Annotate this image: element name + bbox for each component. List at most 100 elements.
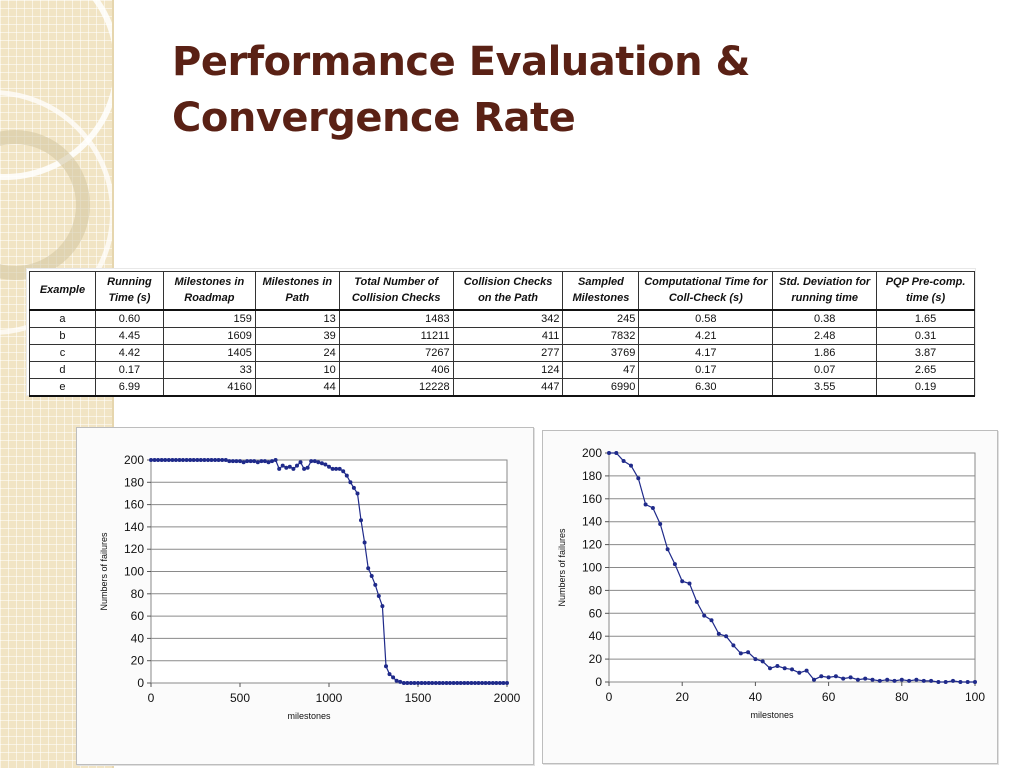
y-tick-label: 100 [582,561,602,575]
data-point [892,678,897,683]
data-point [505,681,509,685]
data-point [177,458,182,462]
data-point [252,459,257,464]
data-point [877,678,882,683]
data-point [480,681,485,685]
data-point [213,458,218,462]
table-cell: 4.45 [94,327,164,345]
data-point [195,458,200,462]
data-point [248,459,253,464]
data-point [885,677,890,682]
data-point [451,681,456,685]
data-point [804,668,809,673]
data-point [206,458,210,462]
data-point [746,650,751,655]
table-cell: 0.38 [772,309,878,328]
data-point [355,491,360,496]
data-point [694,599,699,604]
data-point [936,680,941,684]
table-cell: 4160 [162,378,256,397]
table-row: c 4.42 1405 24 7267 277 3769 4.17 1.86 3.87 [29,344,975,362]
data-point [433,681,438,685]
data-point [629,463,633,468]
table-header-cell: Total Number of Collision Checks [338,271,454,311]
table-cell: 1.86 [772,344,878,362]
data-point [384,664,388,669]
table-cell: 10 [254,361,340,379]
y-tick-label: 80 [131,587,145,601]
x-axis-title: milestones [287,711,331,721]
data-point [191,458,196,462]
data-point [266,460,271,465]
data-point [465,681,470,685]
table-row: d 0.17 33 10 406 124 47 0.17 0.07 2.65 [29,361,975,379]
data-point [270,459,274,464]
data-point [855,677,860,682]
data-point [797,670,802,675]
data-point [341,469,346,474]
table-cell: 245 [562,309,640,328]
table-cell: a [29,309,96,328]
data-point [362,540,367,545]
data-point [929,678,934,683]
table-cell: 3.55 [772,378,878,397]
data-point [295,463,299,468]
data-point [473,681,477,685]
data-point [965,680,970,684]
table-cell: e [29,378,96,397]
x-tick-label: 1000 [316,691,343,705]
chart-2-svg: 0 20 40 60 80 100 120 140 160 180 200 0 20 40 60 80 100 m… [557,446,985,720]
data-point [327,464,331,469]
x-tick-label: 40 [749,690,763,704]
table-cell: 0.07 [772,361,878,379]
data-point [487,681,492,685]
x-tick-label: 100 [965,690,985,704]
slide-title-line-1: Performance Evaluation & [172,39,750,85]
data-point [951,678,955,683]
table-cell: 39 [254,327,340,345]
data-point [184,458,189,462]
table-header-cell: PQP Pre-comp. time (s) [876,271,975,311]
data-point [255,460,260,465]
data-point [437,681,442,685]
y-tick-label: 160 [582,492,602,506]
data-point [159,458,164,462]
data-point [216,458,221,462]
data-point [419,681,424,685]
data-point [687,581,692,586]
data-point [636,476,641,481]
data-point [709,618,714,623]
data-point [768,666,772,671]
data-point [607,451,611,455]
y-axis-title: Numbers of failures [99,532,109,611]
table-header-cell: Collision Checks on the Path [452,271,564,311]
data-point [319,461,324,466]
y-tick-label: 180 [124,475,144,489]
data-point [173,458,178,462]
y-tick-label: 40 [589,629,603,643]
table-header-cell: Sampled Milestones [562,271,640,311]
data-point [198,458,203,462]
table-cell: 1483 [338,309,454,328]
data-point [241,460,246,465]
table-cell: 12228 [338,378,454,397]
table-header-cell: Milestones in Roadmap [162,271,256,311]
y-tick-label: 60 [589,606,603,620]
table-cell: 1.65 [876,309,975,328]
data-point [716,631,721,636]
data-point [841,676,846,681]
data-point [973,680,977,684]
data-point [782,666,787,671]
data-point [359,518,363,523]
data-point [181,458,185,462]
data-point [943,680,948,684]
y-tick-label: 140 [582,515,602,529]
data-point [344,473,349,478]
data-point [907,678,912,683]
data-point [490,681,495,685]
table-cell: 1609 [162,327,256,345]
data-point [444,681,449,685]
data-point [366,566,371,571]
data-point [724,634,729,639]
